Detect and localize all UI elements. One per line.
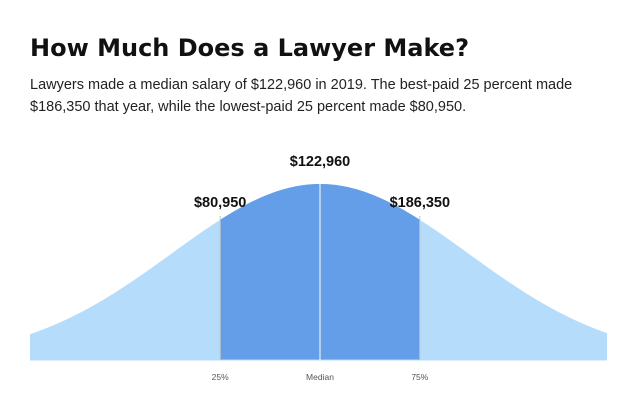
page-title: How Much Does a Lawyer Make?	[30, 34, 469, 62]
page-subtitle: Lawyers made a median salary of $122,960…	[30, 77, 573, 115]
value-label-25: $80,950	[194, 195, 246, 211]
value-label-75: $186,350	[390, 195, 450, 211]
tick-label-50: Median	[306, 372, 334, 382]
percentile-markers: $80,950 25% $122,960 Median $186,350 75%	[194, 154, 450, 382]
tick-label-25: 25%	[212, 372, 229, 382]
value-label-50: $122,960	[290, 154, 350, 170]
tick-label-75: 75%	[411, 372, 428, 382]
